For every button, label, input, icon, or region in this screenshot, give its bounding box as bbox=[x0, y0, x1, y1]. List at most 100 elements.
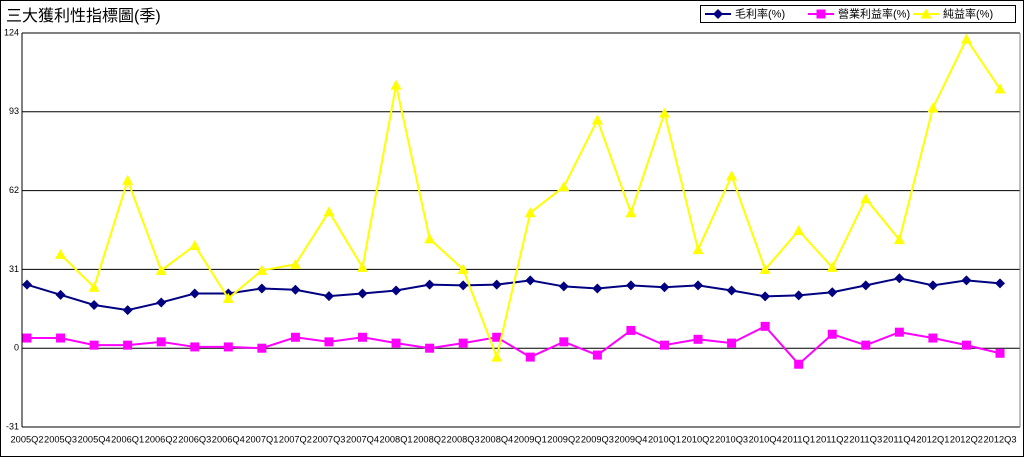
marker bbox=[424, 233, 436, 244]
x-tick-label: 2010Q3 bbox=[715, 434, 748, 444]
marker bbox=[22, 279, 32, 290]
marker bbox=[961, 275, 972, 286]
marker bbox=[692, 244, 704, 255]
marker bbox=[793, 290, 804, 301]
x-tick-label: 2009Q4 bbox=[614, 434, 647, 444]
marker bbox=[491, 351, 503, 362]
marker bbox=[659, 340, 669, 350]
marker bbox=[592, 283, 603, 294]
marker bbox=[994, 83, 1006, 94]
marker bbox=[927, 280, 938, 291]
x-tick-label: 2007Q3 bbox=[312, 434, 345, 444]
y-tick-label: 124 bbox=[4, 27, 19, 37]
marker bbox=[256, 264, 268, 275]
x-tick-label: 2011Q1 bbox=[782, 434, 815, 444]
marker bbox=[625, 280, 636, 291]
marker bbox=[290, 284, 301, 295]
marker bbox=[357, 288, 368, 299]
marker bbox=[289, 258, 301, 269]
y-tick-label: 0 bbox=[14, 343, 19, 353]
marker bbox=[88, 281, 100, 292]
marker bbox=[89, 299, 100, 310]
x-tick-label: 2012Q2 bbox=[950, 434, 983, 444]
marker bbox=[920, 8, 932, 19]
marker bbox=[222, 292, 234, 303]
marker bbox=[492, 332, 502, 342]
x-tick-label: 2012Q1 bbox=[916, 434, 949, 444]
marker bbox=[156, 297, 167, 308]
marker bbox=[592, 350, 602, 360]
marker bbox=[861, 340, 871, 350]
marker bbox=[424, 279, 435, 290]
marker bbox=[391, 285, 402, 296]
marker bbox=[826, 261, 838, 272]
marker bbox=[995, 278, 1005, 289]
marker bbox=[122, 174, 134, 185]
marker bbox=[123, 340, 133, 350]
marker bbox=[156, 337, 166, 347]
x-tick-label: 2005Q3 bbox=[44, 434, 77, 444]
marker bbox=[458, 280, 469, 291]
marker bbox=[893, 234, 905, 245]
marker bbox=[55, 248, 67, 259]
marker bbox=[927, 102, 939, 113]
x-tick-label: 2011Q3 bbox=[849, 434, 882, 444]
marker bbox=[190, 342, 200, 352]
marker bbox=[726, 285, 737, 296]
marker bbox=[693, 280, 704, 291]
marker bbox=[524, 207, 536, 218]
marker bbox=[491, 279, 502, 290]
x-tick-label: 2005Q2 bbox=[11, 434, 44, 444]
marker bbox=[591, 114, 603, 125]
marker bbox=[525, 352, 535, 362]
marker bbox=[727, 338, 737, 348]
marker bbox=[760, 321, 770, 331]
x-tick-label: 2008Q1 bbox=[380, 434, 413, 444]
marker bbox=[827, 329, 837, 339]
marker bbox=[391, 338, 401, 348]
x-tick-label: 2008Q3 bbox=[447, 434, 480, 444]
marker bbox=[726, 170, 738, 181]
marker bbox=[425, 343, 435, 353]
marker bbox=[458, 338, 468, 348]
x-tick-label: 2005Q4 bbox=[78, 434, 111, 444]
x-tick-label: 2011Q4 bbox=[883, 434, 916, 444]
marker bbox=[256, 283, 267, 294]
marker bbox=[559, 337, 569, 347]
marker bbox=[457, 263, 469, 274]
y-tick-label: 62 bbox=[9, 185, 19, 195]
x-tick-label: 2006Q3 bbox=[178, 434, 211, 444]
marker bbox=[323, 206, 335, 217]
series-line bbox=[27, 325, 1001, 366]
x-tick-label: 2009Q1 bbox=[514, 434, 547, 444]
y-tick-label: -31 bbox=[6, 421, 19, 431]
marker bbox=[713, 9, 723, 19]
x-tick-label: 2007Q4 bbox=[346, 434, 379, 444]
marker bbox=[257, 343, 267, 353]
x-tick-label: 2007Q2 bbox=[279, 434, 312, 444]
marker bbox=[659, 282, 670, 293]
marker bbox=[760, 291, 771, 302]
marker bbox=[324, 337, 334, 347]
marker bbox=[794, 359, 804, 369]
y-tick-label: 93 bbox=[9, 106, 19, 116]
marker bbox=[960, 33, 972, 44]
x-tick-label: 2010Q1 bbox=[648, 434, 681, 444]
marker bbox=[357, 261, 369, 272]
y-tick-label: 31 bbox=[9, 264, 19, 274]
marker bbox=[827, 287, 838, 298]
x-tick-label: 2011Q2 bbox=[816, 434, 849, 444]
marker bbox=[558, 281, 569, 292]
x-tick-label: 2006Q4 bbox=[212, 434, 245, 444]
marker bbox=[89, 340, 99, 350]
marker bbox=[894, 327, 904, 337]
x-tick-label: 2006Q2 bbox=[145, 434, 178, 444]
marker bbox=[122, 305, 133, 316]
chart-title: 三大獲利性指標圖(季) bbox=[6, 7, 161, 25]
legend-box bbox=[700, 5, 1016, 23]
marker bbox=[928, 333, 938, 343]
x-tick-label: 2008Q4 bbox=[480, 434, 513, 444]
marker bbox=[759, 263, 771, 274]
x-tick-label: 2009Q3 bbox=[581, 434, 614, 444]
marker bbox=[390, 79, 402, 90]
